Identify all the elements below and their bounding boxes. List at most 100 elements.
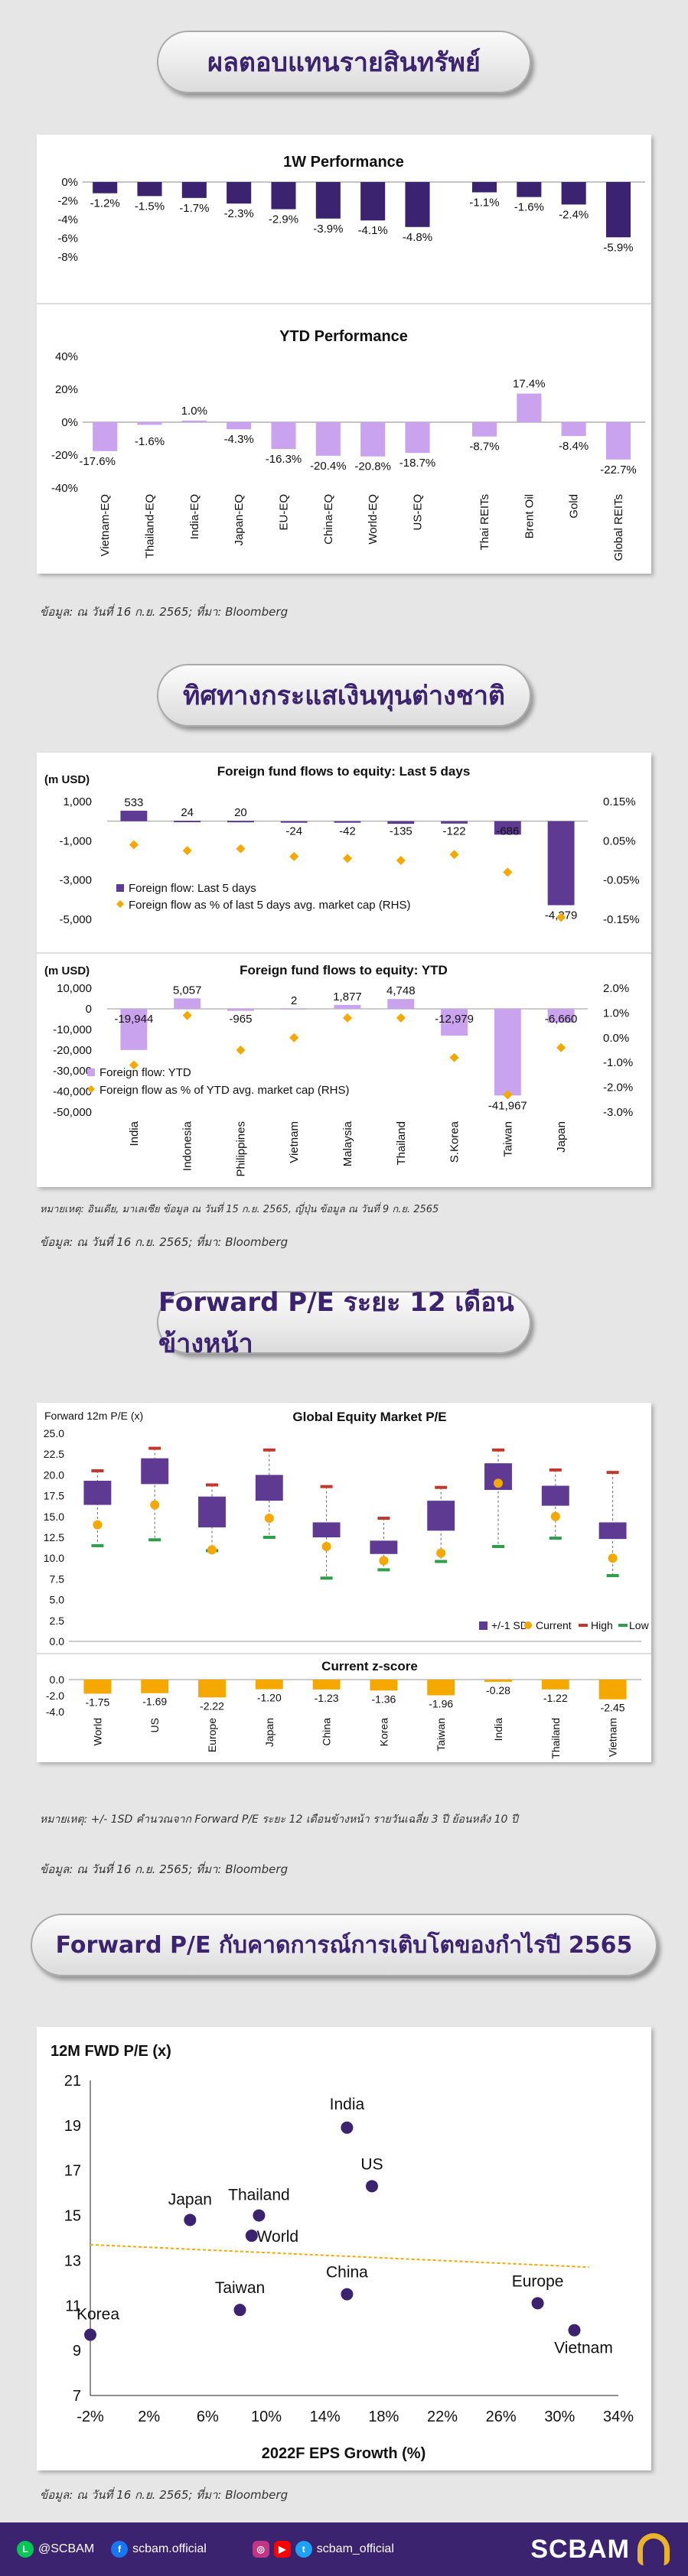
sd-box <box>312 1522 341 1537</box>
x-category-label: Brent Oil <box>523 494 536 538</box>
rhs-marker <box>182 846 192 856</box>
y-tick-label: -20,000 <box>53 1044 92 1057</box>
legend-swatch <box>479 1621 487 1630</box>
remark-note: หมายเหตุ: อินเดีย, มาเลเซีย ข้อมูล ณ วัน… <box>40 1204 439 1215</box>
data-label: -1.6% <box>514 201 544 214</box>
x-category-label: Thailand <box>549 1718 562 1759</box>
data-label: -4.8% <box>403 231 432 244</box>
current-marker <box>93 1520 103 1530</box>
data-label: -5.9% <box>603 241 633 254</box>
x-category-label: China <box>321 1718 333 1746</box>
point-label: World <box>257 2228 298 2246</box>
data-label: -1.1% <box>469 196 499 209</box>
section-banner-fund-flows: ทิศทางกระแสเงินทุนต่างชาติ <box>157 664 531 727</box>
bar <box>120 1009 148 1050</box>
current-marker <box>550 1511 560 1521</box>
y-tick-label: 17.5 <box>44 1490 64 1502</box>
performance-panel: 1W Performance 0% -2% -4% -6% -8% -1.2% -1.5% -1… <box>37 135 651 574</box>
data-label: 1,877 <box>333 990 362 1003</box>
y-tick-label: 0.0 <box>50 1673 65 1686</box>
sd-box <box>598 1522 627 1540</box>
x-category-label: Japan <box>555 1121 568 1153</box>
point-label: Korea <box>77 2306 119 2324</box>
bar <box>271 182 296 210</box>
data-label: -1.22 <box>543 1692 568 1704</box>
y-tick-label: 7 <box>73 2388 81 2405</box>
y2-tick-label: 2.0% <box>603 982 629 995</box>
legend-label: Current <box>536 1619 572 1631</box>
y-tick-label: 0.0 <box>50 1635 65 1647</box>
bar <box>255 1680 283 1690</box>
bar <box>181 420 207 422</box>
y-tick-label: 15 <box>64 2208 81 2225</box>
low-marker <box>492 1544 504 1548</box>
data-point <box>233 2304 246 2317</box>
low-marker <box>549 1537 562 1540</box>
y-tick-label: 22.5 <box>44 1448 64 1460</box>
remark-note: หมายเหตุ: +/- 1SD คำนวณจาก Forward P/E ร… <box>40 1813 518 1826</box>
scbam-logo-mark <box>637 2533 670 2565</box>
data-label: -24 <box>285 825 302 838</box>
data-label: 533 <box>124 796 143 809</box>
point-label: Taiwan <box>215 2279 265 2297</box>
bar <box>315 422 341 456</box>
data-label: -6,660 <box>545 1013 578 1026</box>
data-label: -2.45 <box>601 1702 625 1714</box>
x-category-label: India <box>128 1120 141 1146</box>
data-label: 24 <box>181 806 194 819</box>
y2-tick-label: -2.0% <box>603 1081 633 1094</box>
bar <box>405 182 430 227</box>
x-tick-label: 34% <box>603 2408 634 2425</box>
data-label: -2.3% <box>224 207 254 220</box>
x-tick-label: 18% <box>368 2408 399 2425</box>
data-label: -0.28 <box>486 1684 510 1696</box>
data-label: -2.22 <box>200 1699 224 1712</box>
data-point <box>531 2297 544 2310</box>
rhs-marker <box>343 1013 352 1023</box>
legend-label: +/-1 SD <box>491 1619 528 1631</box>
y-tick-label: -30,000 <box>53 1065 92 1078</box>
bar <box>541 1680 569 1690</box>
performance-charts: 1W Performance 0% -2% -4% -6% -8% -1.2% -1.5% -1… <box>37 154 651 561</box>
y-axis-label: Forward 12m P/E (x) <box>44 1410 143 1422</box>
data-label: -3.9% <box>313 223 343 236</box>
data-label: -8.4% <box>559 440 589 453</box>
high-marker <box>91 1469 104 1472</box>
line-handle: @SCBAM <box>38 2542 95 2555</box>
high-marker <box>606 1471 619 1475</box>
current-marker <box>150 1500 160 1510</box>
high-marker <box>377 1516 390 1520</box>
legend-label: Foreign flow as % of last 5 days avg. ma… <box>129 899 410 912</box>
x-category-label: S.Korea <box>448 1120 461 1163</box>
bar <box>271 422 296 450</box>
data-label: -42 <box>339 825 356 838</box>
y-tick-label: 17 <box>64 2163 81 2180</box>
sd-box <box>370 1540 398 1554</box>
rhs-marker <box>503 1090 513 1100</box>
x-category-label: India <box>492 1718 504 1742</box>
chart-title: Foreign fund flows to equity: Last 5 day… <box>217 764 471 779</box>
data-label: -18.7% <box>399 457 436 470</box>
y-tick-label: -2.0 <box>46 1690 64 1702</box>
data-label: 5,057 <box>173 984 202 997</box>
high-marker <box>320 1485 333 1488</box>
low-marker <box>320 1576 333 1580</box>
fund-flow-panel: Foreign fund flows to equity: Last 5 day… <box>37 753 651 1187</box>
x-tick-label: -2% <box>77 2408 104 2425</box>
bar <box>517 182 542 197</box>
data-label: -686 <box>496 825 519 838</box>
y-tick-label: -10,000 <box>53 1023 92 1036</box>
fund-flow-charts: Foreign fund flows to equity: Last 5 day… <box>37 764 651 1177</box>
rhs-marker <box>289 1033 299 1042</box>
legend-marker <box>116 900 124 908</box>
bar <box>441 821 468 824</box>
source-note: ข้อมูล: ณ วันที่ 16 ก.ย. 2565; ที่มา: Bl… <box>40 605 289 619</box>
line-contact[interactable]: L @SCBAM <box>17 2541 94 2558</box>
social-contact[interactable]: ◎ ▶ t scbam_official <box>252 2541 394 2558</box>
y-tick-label: -20% <box>51 449 78 462</box>
facebook-contact[interactable]: f scbam.official <box>111 2541 207 2558</box>
low-marker <box>606 1574 619 1578</box>
x-category-label: US-EQ <box>412 494 425 531</box>
data-label: -16.3% <box>266 453 302 466</box>
bar <box>517 393 542 422</box>
